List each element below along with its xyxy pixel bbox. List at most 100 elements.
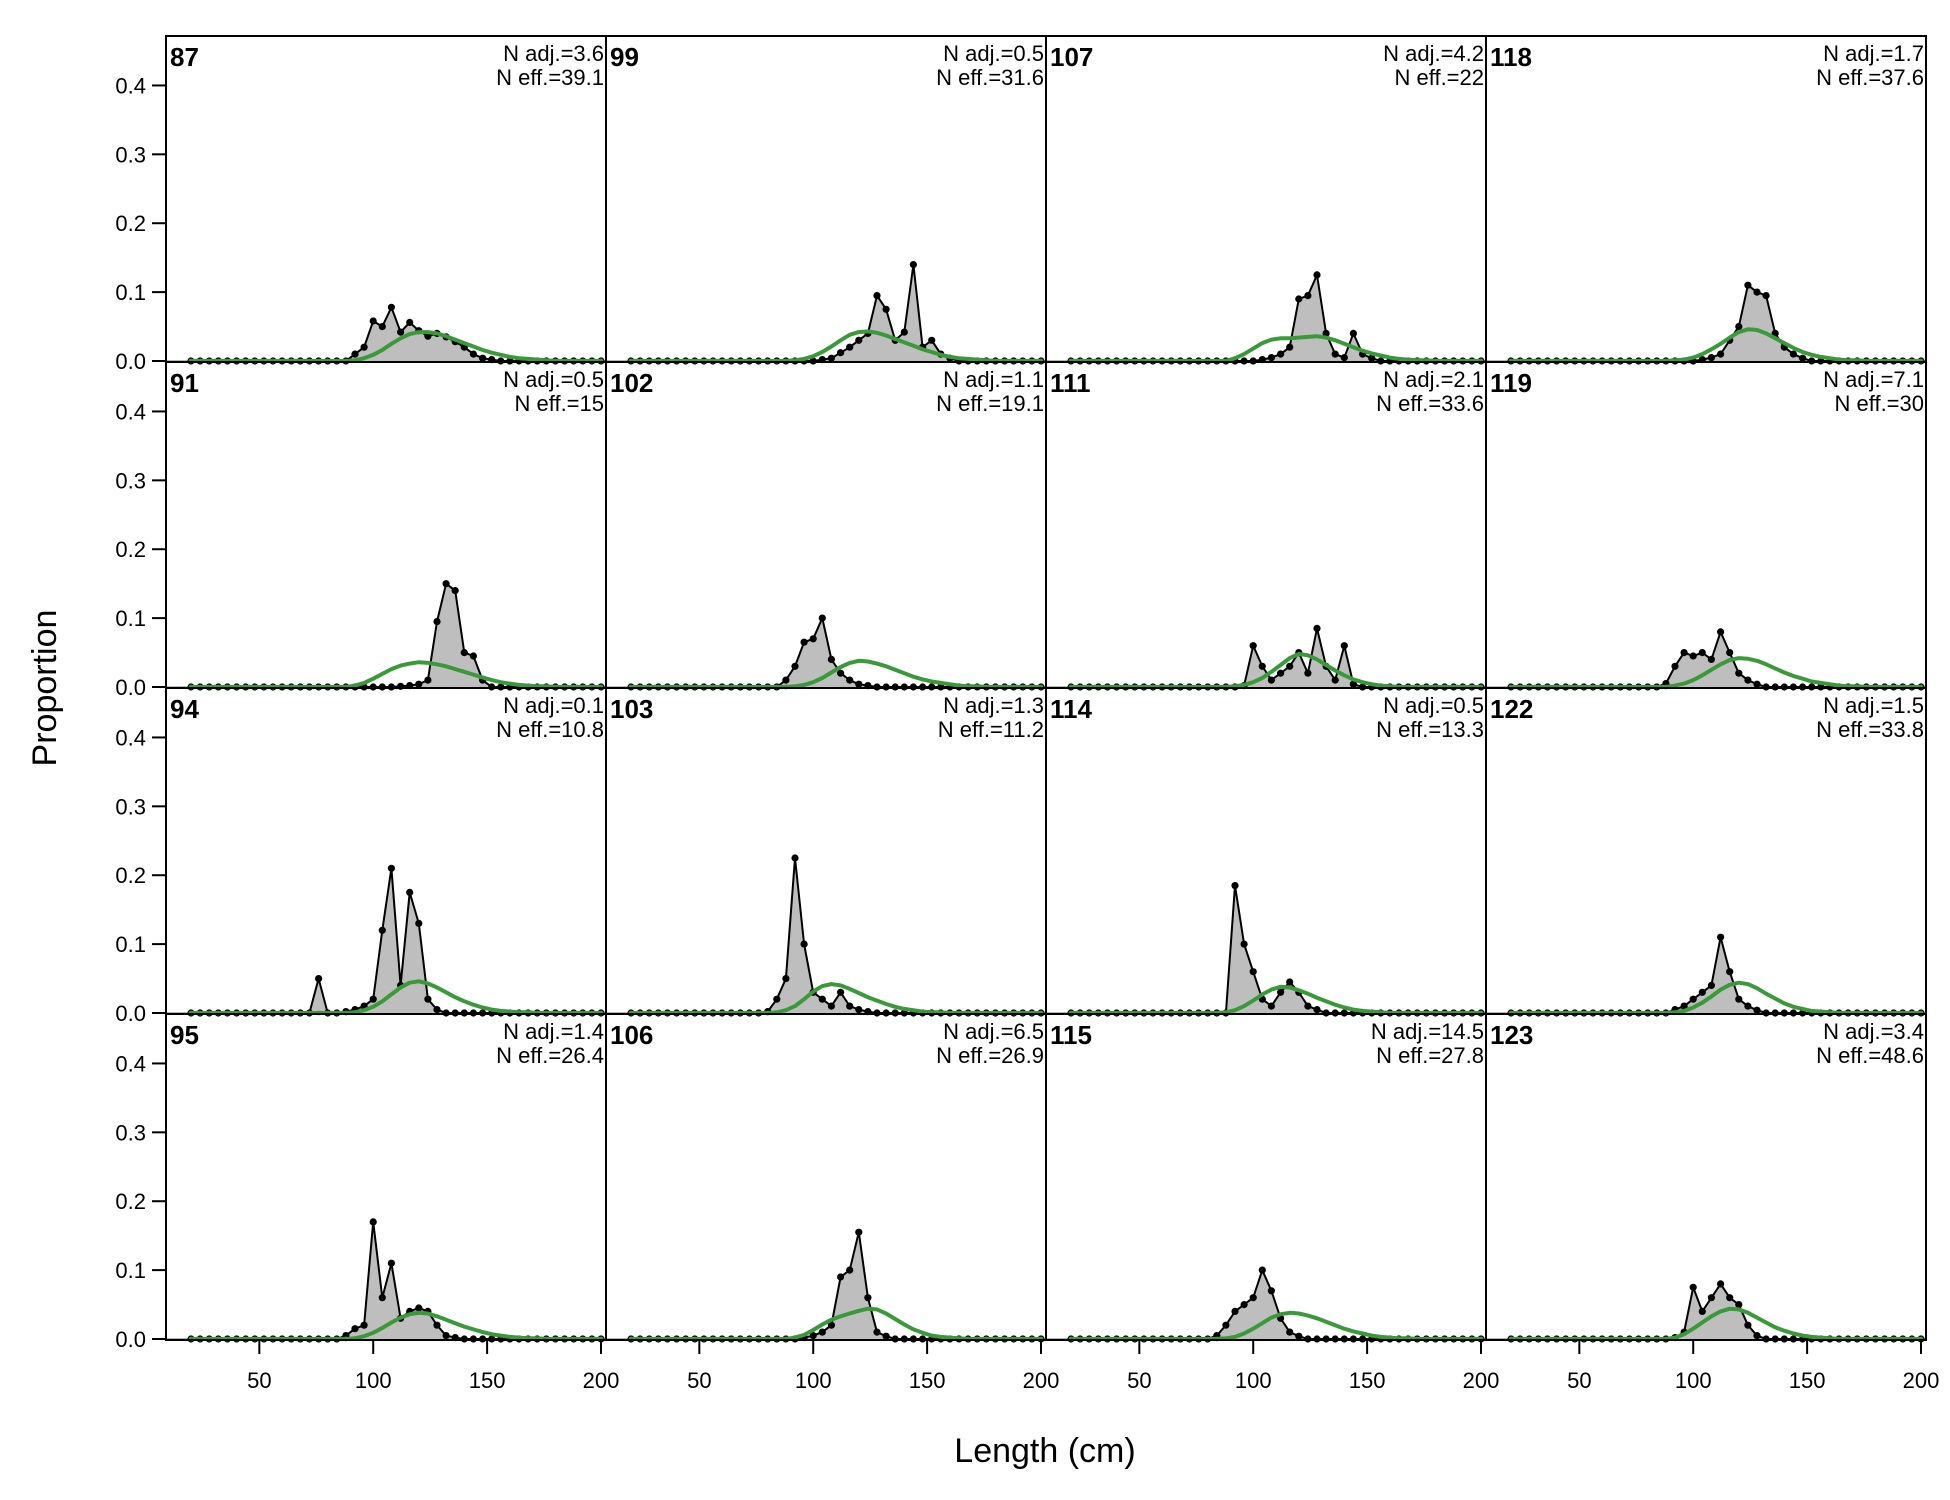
- observed-point: [1286, 1328, 1294, 1336]
- observed-point: [1331, 350, 1339, 358]
- panel-n-eff: N eff.=33.8: [1816, 717, 1924, 742]
- panel-n-eff: N eff.=31.6: [936, 65, 1044, 90]
- observed-point: [1231, 882, 1239, 890]
- observed-point: [855, 336, 863, 344]
- observed-point: [837, 988, 845, 996]
- y-tick-label: 0.1: [115, 280, 146, 305]
- panel-95: 95 N adj.=1.4N eff.=26.4: [165, 1013, 607, 1343]
- panel-n-adj: N adj.=2.1: [1383, 367, 1484, 392]
- y-tick-label: 0.4: [115, 725, 146, 750]
- panel-91: 91 N adj.=0.5N eff.=15: [165, 361, 607, 691]
- panel-n-adj: N adj.=0.1: [503, 693, 604, 718]
- observed-point: [1698, 988, 1706, 996]
- panel-111: 111 N adj.=2.1N eff.=33.6: [1045, 361, 1487, 691]
- panel-n-eff: N eff.=22: [1395, 65, 1485, 90]
- observed-point: [406, 318, 414, 326]
- x-tick-label: 100: [795, 1368, 832, 1393]
- observed-point: [1304, 669, 1312, 677]
- observed-point: [1717, 350, 1725, 358]
- observed-point: [1249, 642, 1257, 650]
- observed-point: [782, 676, 790, 684]
- panel-n-eff: N eff.=26.4: [496, 1043, 604, 1068]
- observed-point: [1753, 1006, 1761, 1014]
- observed-point: [1671, 662, 1679, 670]
- observed-point: [1295, 1332, 1303, 1340]
- panel-title: 118: [1490, 42, 1532, 72]
- panel-title: 99: [610, 42, 639, 72]
- observed-point: [360, 343, 368, 351]
- observed-point: [827, 1321, 836, 1329]
- observed-point: [315, 975, 323, 983]
- panel-n-adj: N adj.=1.4: [503, 1019, 604, 1044]
- panel-n-adj: N adj.=1.5: [1823, 693, 1924, 718]
- panel-n-adj: N adj.=6.5: [943, 1019, 1044, 1044]
- observed-point: [818, 1328, 826, 1336]
- observed-point: [1313, 624, 1321, 633]
- observed-point: [360, 1321, 368, 1329]
- y-tick-label: 0.0: [115, 349, 146, 374]
- observed-point: [387, 1259, 395, 1267]
- observed-point: [442, 1332, 450, 1340]
- observed-point: [424, 995, 432, 1003]
- panel-title: 107: [1050, 42, 1093, 72]
- x-tick-label: 200: [583, 1368, 620, 1393]
- observed-point: [1277, 669, 1285, 677]
- x-tick-label: 150: [469, 1368, 506, 1393]
- panel-123: 123 N adj.=3.4N eff.=48.6: [1485, 1013, 1927, 1343]
- panel-102: 102 N adj.=1.1N eff.=19.1: [605, 361, 1047, 691]
- panel-title: 87: [170, 42, 199, 72]
- observed-point: [1707, 1294, 1715, 1302]
- panel-n-adj: N adj.=3.6: [503, 41, 604, 66]
- x-tick-label: 50: [687, 1368, 711, 1393]
- panel-n-eff: N eff.=37.6: [1816, 65, 1924, 90]
- observed-point: [479, 354, 487, 362]
- observed-point: [1286, 662, 1294, 670]
- panel-n-adj: N adj.=0.5: [943, 41, 1044, 66]
- observed-point: [1717, 1280, 1725, 1288]
- y-tick-label: 0.2: [115, 537, 146, 562]
- observed-area: [631, 1232, 1041, 1339]
- observed-point: [1249, 1294, 1257, 1302]
- shared-axes: 0.0 0.1 0.2 0.3 0.4 0.0 0.1 0.2 0.3 0.4 0.0 0.1 0.2 0…: [115, 35, 1939, 1393]
- panel-title: 111: [1050, 368, 1091, 398]
- observed-point: [1789, 350, 1797, 358]
- panel-122: 122 N adj.=1.5N eff.=33.8: [1485, 687, 1927, 1017]
- observed-line: [191, 581, 601, 688]
- observed-point: [928, 336, 936, 344]
- observed-point: [1267, 676, 1275, 684]
- observed-point: [1313, 1006, 1321, 1014]
- observed-point: [846, 676, 854, 684]
- observed-point: [1680, 1002, 1688, 1010]
- y-tick-label: 0.2: [115, 863, 146, 888]
- panel-103: 103 N adj.=1.3N eff.=11.2: [605, 687, 1047, 1017]
- observed-point: [1698, 1307, 1706, 1315]
- y-tick-label: 0.0: [115, 1001, 146, 1026]
- panel-title: 102: [610, 368, 653, 398]
- observed-point: [378, 926, 386, 934]
- observed-point: [846, 1002, 854, 1010]
- x-tick-label: 150: [909, 1368, 946, 1393]
- observed-line: [1071, 885, 1481, 1014]
- observed-point: [1707, 655, 1715, 664]
- observed-point: [1726, 649, 1734, 657]
- panel-title: 94: [170, 694, 199, 724]
- observed-point: [1231, 1307, 1239, 1315]
- observed-point: [1277, 988, 1285, 996]
- observed-point: [1313, 271, 1321, 279]
- panel-n-adj: N adj.=7.1: [1823, 367, 1924, 392]
- y-axis-title: Proportion: [26, 610, 64, 767]
- observed-point: [791, 662, 799, 670]
- observed-point: [1267, 354, 1275, 362]
- observed-point: [873, 292, 881, 300]
- panel-n-adj: N adj.=1.7: [1823, 41, 1924, 66]
- x-tick-label: 200: [1023, 1368, 1060, 1393]
- observed-point: [827, 354, 836, 362]
- x-tick-label: 50: [1127, 1368, 1151, 1393]
- observed-area: [191, 307, 601, 361]
- observed-point: [1726, 1294, 1734, 1302]
- observed-area: [191, 583, 601, 687]
- y-tick-label: 0.0: [115, 1327, 146, 1352]
- y-tick-label: 0.4: [115, 1051, 146, 1076]
- observed-point: [1349, 680, 1357, 688]
